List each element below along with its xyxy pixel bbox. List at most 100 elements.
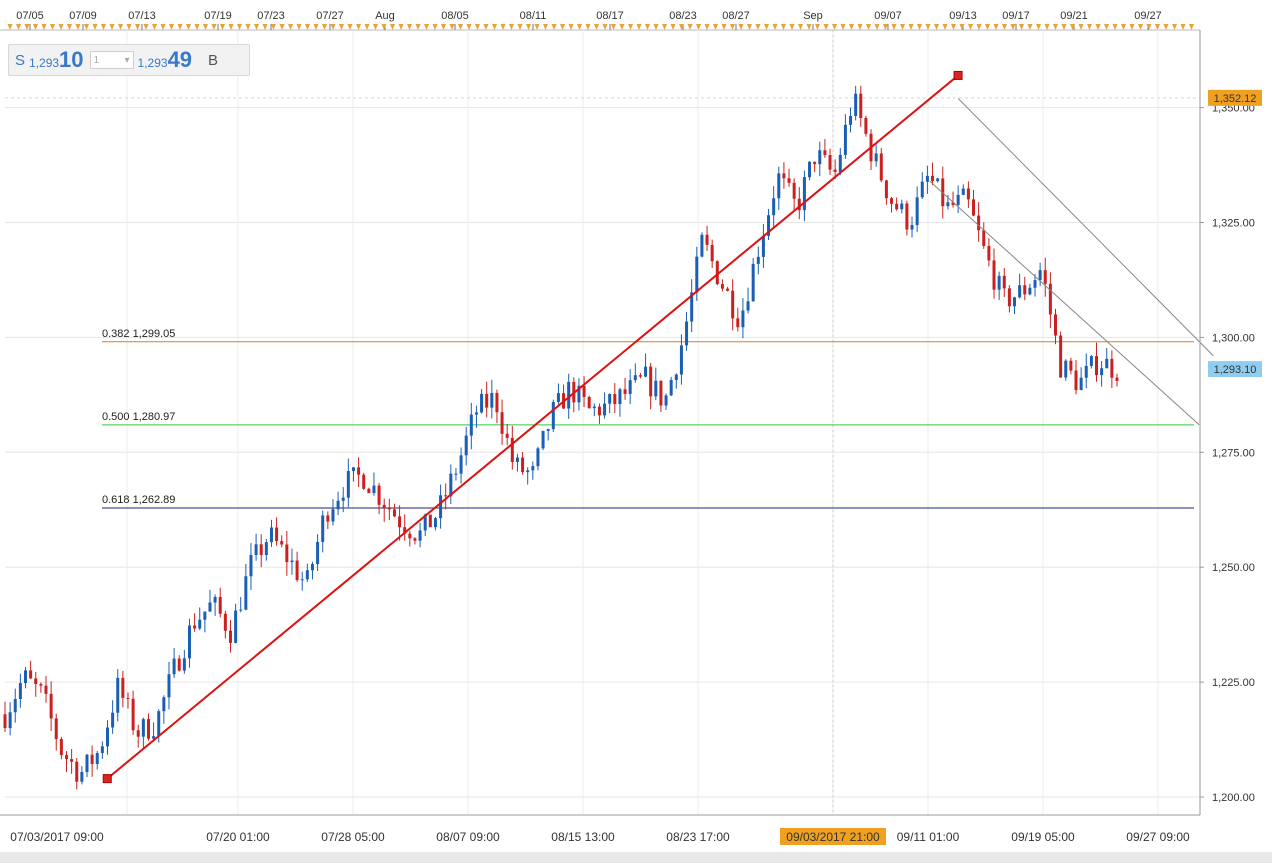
candle-body: [187, 625, 191, 659]
event-marker-icon: [262, 24, 268, 30]
buy-price-prefix[interactable]: 1,293: [137, 56, 168, 70]
event-marker-icon: [432, 24, 438, 30]
candle-body: [936, 178, 940, 182]
candle-body: [767, 215, 771, 236]
quantity-dropdown-icon[interactable]: ▾: [124, 54, 130, 66]
y-tick-label: 1,275.00: [1212, 447, 1255, 459]
quantity-value[interactable]: 1: [93, 54, 100, 66]
current-price-tag: [1208, 361, 1262, 378]
top-axis-label: 07/09: [69, 10, 97, 22]
candle-body: [326, 515, 330, 522]
event-marker-icon: [373, 24, 378, 30]
candle-body: [526, 470, 530, 473]
candle-body: [531, 466, 535, 471]
candle-body: [290, 560, 294, 563]
top-axis-label: 09/27: [1134, 10, 1162, 22]
fib-level-label: 0.618 1,262.89: [102, 494, 175, 506]
candle-body: [269, 527, 273, 543]
bottom-axis-label: 09/03/2017 21:00: [786, 830, 880, 844]
candle-body: [854, 93, 858, 116]
y-tick-label: 1,325.00: [1212, 218, 1255, 230]
event-marker-icon: [296, 24, 302, 30]
candle-body: [223, 613, 227, 631]
candle-body: [587, 396, 591, 409]
candle-body: [377, 485, 381, 505]
event-marker-icon: [1070, 24, 1075, 30]
candle-body: [664, 395, 668, 406]
top-axis-label: 08/17: [596, 10, 624, 22]
event-marker-icon: [211, 24, 217, 30]
candlestick-series: [3, 85, 1119, 790]
candle-body: [321, 515, 325, 542]
event-marker-icon: [24, 24, 30, 30]
event-marker-icon: [815, 24, 820, 30]
top-axis-label: 09/17: [1002, 10, 1030, 22]
candle-body: [75, 761, 79, 782]
candle-body: [213, 597, 217, 603]
bottom-axis-label: 09/11 01:00: [897, 830, 960, 844]
candle-body: [649, 366, 653, 397]
event-marker-icon: [840, 24, 846, 30]
event-marker-icon: [611, 24, 616, 30]
event-marker-icon: [1044, 24, 1050, 30]
sell-price-prefix[interactable]: 1,293: [29, 56, 60, 70]
candle-body: [182, 658, 186, 671]
candle-body: [480, 393, 484, 413]
bottom-axis-label: 09/27 09:00: [1126, 830, 1190, 844]
quantity-input[interactable]: 1 ▾: [89, 51, 134, 69]
candle-body: [152, 736, 156, 739]
candle-body: [341, 497, 345, 501]
candle-body: [29, 670, 33, 679]
event-marker-icon: [364, 24, 370, 30]
candle-body: [997, 275, 1001, 290]
event-marker-icon: [866, 24, 871, 30]
event-marker-icon: [483, 24, 489, 30]
sell-label[interactable]: S: [15, 51, 26, 69]
candle-body: [987, 245, 991, 261]
bottom-scrollbar[interactable]: [0, 852, 1272, 863]
candle-body: [1095, 356, 1099, 376]
event-marker-icon: [755, 24, 761, 30]
buy-price-pips[interactable]: 49: [167, 47, 193, 72]
event-marker-icon: [993, 24, 999, 30]
event-marker-icon: [1061, 24, 1067, 30]
candle-body: [505, 433, 509, 438]
event-marker-icon: [84, 24, 89, 30]
top-axis-label: 08/27: [722, 10, 750, 22]
candle-body: [977, 215, 981, 231]
candle-body: [736, 318, 740, 328]
candle-body: [474, 412, 478, 415]
event-marker-icon: [985, 24, 990, 30]
event-marker-icon: [50, 24, 55, 30]
candle-body: [961, 188, 965, 195]
event-marker-icon: [305, 24, 310, 30]
candle-body: [1033, 280, 1037, 288]
candle-body: [521, 457, 525, 473]
candle-body: [387, 508, 391, 510]
candle-body: [925, 175, 929, 182]
candle-body: [1002, 275, 1006, 289]
event-marker-icon: [730, 24, 735, 30]
candle-body: [910, 225, 914, 230]
sell-price-pips[interactable]: 10: [59, 47, 84, 72]
candle-body: [162, 697, 166, 712]
candle-body: [720, 284, 724, 289]
event-marker-icon: [1087, 24, 1092, 30]
candle-body: [695, 256, 699, 293]
candle-body: [449, 473, 453, 497]
event-marker-icon: [585, 24, 591, 30]
event-marker-icon: [645, 24, 650, 30]
event-marker-icon: [577, 24, 582, 30]
candle-body: [275, 527, 279, 542]
bottom-axis-label: 08/23 17:00: [666, 830, 730, 844]
candle-body: [905, 203, 909, 230]
candle-body: [772, 198, 776, 216]
event-marker-icon: [1019, 24, 1024, 30]
event-marker-icon: [1172, 24, 1177, 30]
event-marker-icon: [466, 24, 472, 30]
candle-body: [300, 579, 304, 581]
candle-body: [172, 658, 176, 675]
buy-label[interactable]: B: [208, 51, 219, 69]
event-marker-icon: [67, 24, 72, 30]
